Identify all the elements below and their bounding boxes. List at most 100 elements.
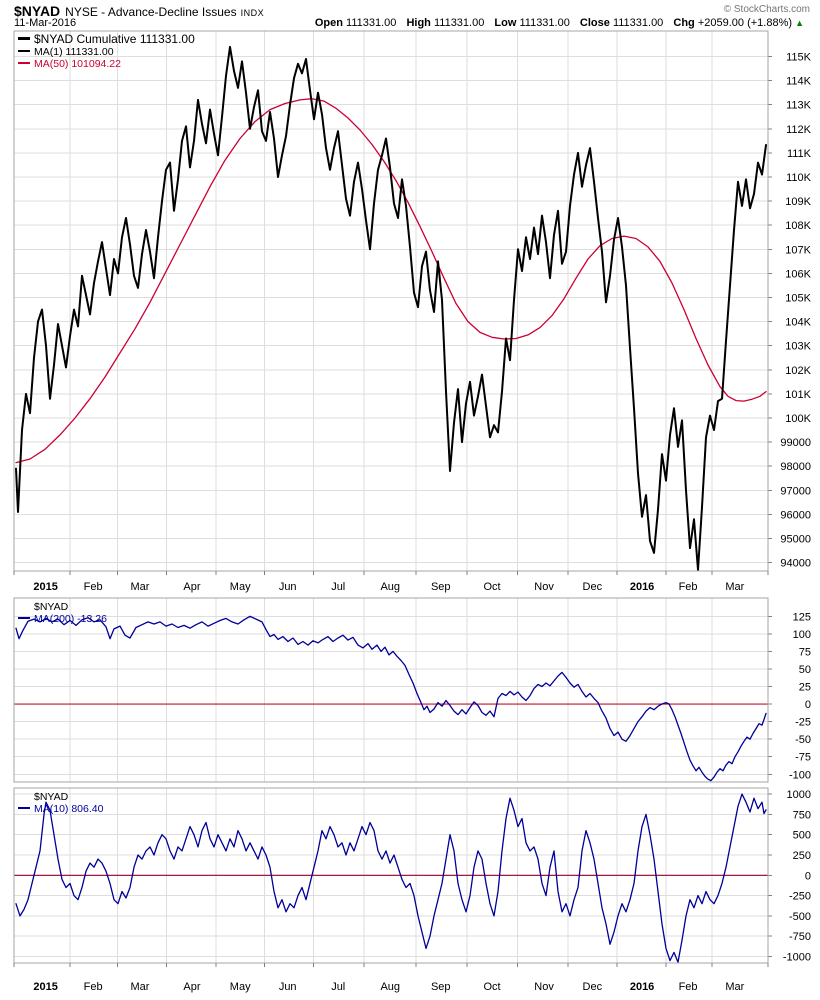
svg-text:Mar: Mar — [130, 581, 149, 593]
svg-text:May: May — [230, 581, 251, 593]
index-name: NYSE - Advance-Decline Issues — [65, 5, 237, 19]
legend-ma1-row: MA(1) 111331.00 — [18, 46, 195, 58]
svg-text:Mar: Mar — [130, 981, 149, 993]
ma1-line-swatch — [18, 50, 30, 53]
svg-text:Apr: Apr — [183, 981, 200, 993]
open-value: 111331.00 — [346, 17, 397, 29]
high-value: 111331.00 — [433, 17, 485, 29]
svg-text:Oct: Oct — [483, 981, 500, 993]
change-up-icon: ▲ — [795, 18, 804, 28]
svg-text:Nov: Nov — [534, 981, 554, 993]
svg-text:1000: 1000 — [787, 789, 811, 801]
legend-ma10: $NYAD MA(10) 806.40 — [18, 791, 103, 815]
legend-symbol-row: $NYAD — [34, 601, 69, 613]
svg-text:106K: 106K — [785, 268, 811, 280]
svg-text:2015: 2015 — [33, 981, 57, 993]
svg-text:Jul: Jul — [331, 581, 345, 593]
svg-text:95000: 95000 — [780, 533, 811, 545]
svg-text:101K: 101K — [785, 389, 811, 401]
svg-text:Jul: Jul — [331, 981, 345, 993]
svg-text:110K: 110K — [786, 172, 812, 184]
svg-text:94000: 94000 — [780, 558, 811, 570]
svg-text:0: 0 — [805, 699, 811, 711]
svg-text:111K: 111K — [787, 148, 812, 160]
svg-text:Jun: Jun — [279, 581, 297, 593]
svg-text:Aug: Aug — [380, 581, 400, 593]
svg-text:75: 75 — [799, 646, 811, 658]
svg-text:25: 25 — [799, 681, 811, 693]
quote-row: 11-Mar-2016 Open 111331.00 High 111331.0… — [14, 17, 812, 31]
svg-text:Apr: Apr — [183, 581, 200, 593]
legend-symbol-row: $NYAD — [34, 791, 69, 803]
legend-ma50-row: MA(50) 101094.22 — [18, 58, 195, 70]
svg-text:-250: -250 — [789, 891, 811, 903]
svg-text:Sep: Sep — [431, 981, 451, 993]
legend-price-row: $NYAD Cumulative 111331.00 — [18, 32, 195, 46]
svg-text:-500: -500 — [789, 911, 811, 923]
symbol: $NYAD — [14, 3, 61, 19]
legend-main: $NYAD Cumulative 111331.00 MA(1) 111331.… — [18, 32, 195, 70]
svg-text:Oct: Oct — [483, 581, 500, 593]
svg-text:100: 100 — [793, 629, 811, 641]
svg-text:Feb: Feb — [679, 581, 698, 593]
svg-text:50: 50 — [799, 664, 811, 676]
open-label: Open — [314, 17, 343, 29]
svg-text:Dec: Dec — [583, 981, 603, 993]
svg-text:108K: 108K — [785, 220, 811, 232]
close-value: 111331.00 — [612, 17, 664, 29]
svg-text:98000: 98000 — [780, 461, 811, 473]
close-label: Close — [579, 17, 610, 29]
svg-text:Aug: Aug — [380, 981, 400, 993]
svg-text:-75: -75 — [795, 752, 811, 764]
exchange-tag: INDX — [240, 8, 265, 18]
price-line-swatch — [18, 37, 30, 41]
svg-text:250: 250 — [793, 850, 811, 862]
ma50-line-swatch — [18, 62, 30, 65]
ma10-line-swatch — [18, 807, 30, 810]
svg-text:Feb: Feb — [84, 581, 103, 593]
svg-text:Nov: Nov — [534, 581, 554, 593]
chg-value: +2059.00 (+1.88%) — [697, 17, 793, 29]
svg-text:96000: 96000 — [780, 509, 811, 521]
quote-summary: Open 111331.00 High 111331.00 Low 111331… — [315, 17, 804, 29]
svg-text:-25: -25 — [795, 717, 811, 729]
chg-label: Chg — [673, 17, 695, 29]
svg-text:750: 750 — [793, 809, 811, 821]
svg-text:Mar: Mar — [725, 981, 744, 993]
chart-header: $NYAD NYSE - Advance-Decline Issues INDX ©… — [14, 3, 812, 19]
svg-text:104K: 104K — [785, 317, 811, 329]
svg-text:2015: 2015 — [33, 581, 57, 593]
low-label: Low — [494, 17, 517, 29]
svg-text:102K: 102K — [785, 365, 811, 377]
svg-text:2016: 2016 — [630, 981, 654, 993]
svg-text:Feb: Feb — [679, 981, 698, 993]
svg-text:Dec: Dec — [583, 581, 603, 593]
svg-text:107K: 107K — [785, 244, 811, 256]
svg-text:99000: 99000 — [780, 437, 811, 449]
svg-text:100K: 100K — [785, 413, 811, 425]
svg-text:-50: -50 — [795, 734, 811, 746]
svg-text:115K: 115K — [786, 52, 812, 64]
legend-ma200-row: MA(200) -13.26 — [18, 613, 107, 625]
svg-text:0: 0 — [805, 870, 811, 882]
svg-text:500: 500 — [793, 830, 811, 842]
svg-text:May: May — [230, 981, 251, 993]
svg-text:-750: -750 — [789, 931, 811, 943]
svg-text:Mar: Mar — [725, 581, 744, 593]
ma200-line-swatch — [18, 617, 30, 620]
svg-text:105K: 105K — [785, 293, 811, 305]
legend-ma200: $NYAD MA(200) -13.26 — [18, 601, 107, 625]
svg-text:113K: 113K — [786, 100, 812, 112]
low-value: 111331.00 — [519, 17, 570, 29]
svg-text:97000: 97000 — [780, 485, 811, 497]
svg-text:-100: -100 — [789, 769, 811, 781]
high-label: High — [406, 17, 431, 29]
svg-text:Sep: Sep — [431, 581, 451, 593]
svg-text:2016: 2016 — [630, 581, 654, 593]
legend-ma10-row: MA(10) 806.40 — [18, 803, 103, 815]
svg-text:125: 125 — [793, 611, 811, 623]
svg-text:103K: 103K — [785, 341, 811, 353]
copyright: © StockCharts.com — [723, 4, 810, 15]
svg-text:Jun: Jun — [279, 981, 297, 993]
